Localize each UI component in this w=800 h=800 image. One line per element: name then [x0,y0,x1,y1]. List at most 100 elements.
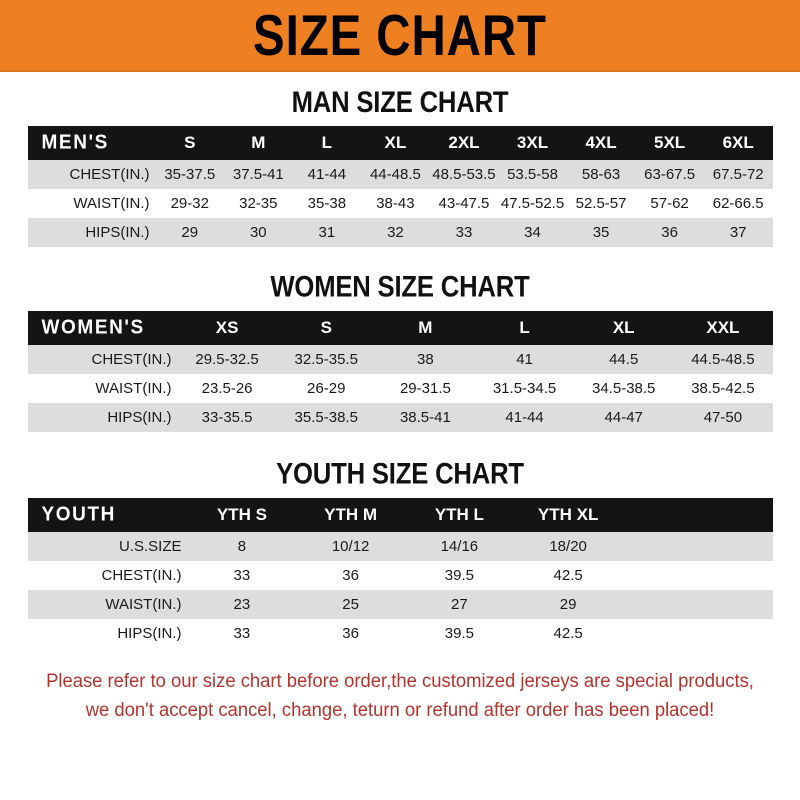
women-cell: 38.5-42.5 [691,380,755,397]
women-cell: 44.5 [609,351,639,368]
youth-header-spacer [623,498,773,532]
men-size-header: L [321,133,333,152]
women-cell: 38 [417,351,434,368]
women-cell: 47-50 [703,409,743,426]
women-row-label: WAIST(IN.) [95,380,172,397]
women-row-label-header: WOMEN'S [41,316,145,339]
women-section-title: WOMEN SIZE CHART [270,270,530,304]
men-size-header: S [184,133,196,152]
page-banner: SIZE CHART [0,0,800,72]
youth-cell: 10/12 [331,538,370,555]
youth-cell-spacer [623,590,773,619]
men-size-header: 4XL [585,133,617,152]
men-cell: 38-43 [376,195,415,212]
women-table-head: WOMEN'S XS S M L XL XXL [27,311,773,345]
men-size-header: 6XL [722,133,754,152]
table-row: WAIST(IN.) 29-32 32-35 35-38 38-43 43-47… [27,189,773,218]
youth-cell: 25 [342,596,359,613]
youth-size-header: YTH S [216,505,267,524]
youth-cell-spacer [623,532,773,561]
men-size-header: 5XL [654,133,686,152]
women-header-row: WOMEN'S XS S M L XL XXL [27,311,773,345]
women-cell: 26-29 [307,380,346,397]
women-cell: 29-31.5 [399,380,451,397]
men-cell: 53.5-58 [507,166,558,183]
youth-row-label: CHEST(IN.) [101,567,182,584]
youth-cell: 33 [233,567,251,584]
men-cell: 31 [318,224,336,241]
women-cell: 35.5-38.5 [294,409,358,426]
men-cell: 33 [455,224,473,241]
table-row: WAIST(IN.) 23.5-26 26-29 29-31.5 31.5-34… [27,374,773,403]
women-size-header: M [418,318,433,337]
men-row-label: HIPS(IN.) [85,224,150,241]
women-row-label: CHEST(IN.) [91,351,172,368]
disclaimer-line-2: we don't accept cancel, change, teturn o… [85,699,715,721]
women-size-header: S [320,318,332,337]
youth-cell-spacer [623,619,773,648]
men-cell: 32-35 [239,195,278,212]
youth-row-label: WAIST(IN.) [105,596,182,613]
women-cell: 33-35.5 [201,409,253,426]
youth-cell: 36 [342,567,359,584]
women-cell: 44-47 [604,409,643,426]
disclaimer: Please refer to our size chart before or… [31,648,768,725]
table-row: HIPS(IN.) 29 30 31 32 33 34 35 36 37 [27,218,773,247]
men-size-table: MEN'S S M L XL 2XL 3XL 4XL 5XL 6XL CHEST… [27,126,773,247]
youth-size-header: YTH L [434,505,484,524]
youth-cell: 14/16 [440,538,479,555]
youth-size-header: YTH XL [537,505,599,524]
men-cell: 57-62 [650,195,689,212]
men-cell: 37.5-41 [232,166,284,183]
women-cell: 38.5-41 [399,409,451,426]
men-table-body: CHEST(IN.) 35-37.5 37.5-41 41-44 44-48.5… [27,160,773,247]
men-size-header: XL [384,133,407,152]
women-cell: 29.5-32.5 [195,351,259,368]
men-header-row: MEN'S S M L XL 2XL 3XL 4XL 5XL 6XL [27,126,773,160]
page-title: SIZE CHART [253,3,547,67]
women-size-table: WOMEN'S XS S M L XL XXL CHEST(IN.) 29.5-… [27,311,773,432]
disclaimer-line-1: Please refer to our size chart before or… [46,671,754,692]
men-cell: 63-67.5 [644,166,696,183]
men-row-label-header: MEN'S [41,131,109,154]
men-cell: 47.5-52.5 [500,195,565,212]
youth-cell-spacer [623,561,773,590]
youth-size-header: YTH M [324,505,378,524]
youth-cell: 29 [559,596,577,613]
women-cell: 34.5-38.5 [592,380,656,397]
men-cell: 32 [387,224,404,241]
men-cell: 48.5-53.5 [432,166,496,183]
women-size-header: XL [612,318,635,337]
table-row: CHEST(IN.) 33 36 39.5 42.5 [27,561,773,590]
table-row: U.S.SIZE 8 10/12 14/16 18/20 [27,532,773,561]
women-chart-wrapper: WOMEN'S XS S M L XL XXL CHEST(IN.) 29.5-… [27,311,773,432]
men-size-header: M [251,133,266,152]
youth-row-label: U.S.SIZE [118,538,182,555]
men-size-header: 2XL [448,133,480,152]
men-cell: 62-66.5 [712,195,764,212]
men-cell: 29-32 [170,195,209,212]
men-size-header: 3XL [516,133,549,152]
women-cell: 41 [516,351,533,368]
youth-cell: 27 [451,596,468,613]
women-size-header: L [519,318,530,337]
men-table-head: MEN'S S M L XL 2XL 3XL 4XL 5XL 6XL [27,126,773,160]
youth-header-row: YOUTH YTH S YTH M YTH L YTH XL [27,498,773,532]
youth-section-title: YOUTH SIZE CHART [276,457,524,491]
men-cell: 37 [729,224,747,241]
men-cell: 52.5-57 [575,195,627,212]
men-row-label: CHEST(IN.) [69,166,150,183]
women-cell: 44.5-48.5 [691,351,755,368]
men-cell: 67.5-72 [712,166,764,183]
women-cell: 23.5-26 [201,380,253,397]
youth-cell: 39.5 [444,625,474,642]
men-cell: 36 [661,224,678,241]
youth-row-label-header: YOUTH [41,503,116,526]
men-chart-wrapper: MEN'S S M L XL 2XL 3XL 4XL 5XL 6XL CHEST… [27,126,773,247]
men-cell: 35 [592,224,610,241]
youth-cell: 33 [233,625,251,642]
men-cell: 44-48.5 [369,166,421,183]
youth-row-label: HIPS(IN.) [117,625,182,642]
men-section-title: MAN SIZE CHART [291,85,509,119]
